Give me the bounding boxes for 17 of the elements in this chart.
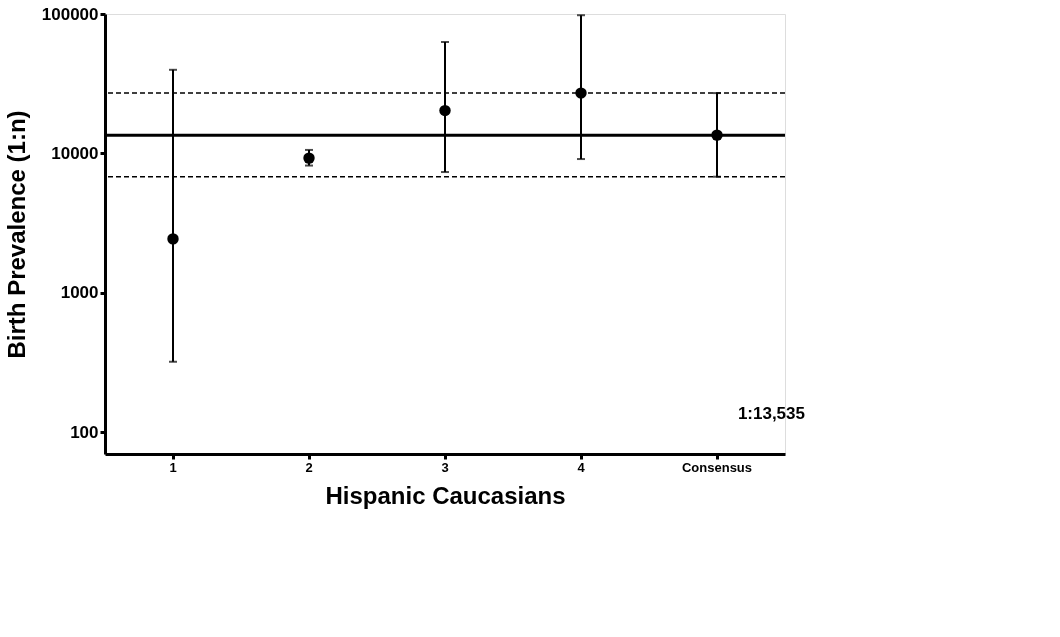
y-axis-title: Birth Prevalence (1:n)	[2, 110, 30, 359]
x-tick-label: 1	[169, 459, 177, 475]
y-tick-label: 1000	[60, 283, 99, 303]
y-tick-label: 10000	[51, 143, 99, 163]
point	[711, 129, 723, 141]
y-tick-label: 100000	[41, 4, 99, 24]
point	[439, 104, 451, 117]
x-axis-title: Hispanic Caucasians	[325, 481, 566, 509]
point	[303, 152, 315, 164]
point	[575, 87, 587, 99]
y-tick-label: 100	[70, 422, 99, 442]
annotation: 1:13,535	[737, 404, 805, 423]
x-tick-label: Consensus	[681, 459, 753, 475]
x-tick-label: 4	[577, 459, 586, 475]
x-tick-label: 3	[441, 459, 449, 475]
x-tick-label: 2	[305, 459, 313, 475]
point	[167, 233, 179, 245]
